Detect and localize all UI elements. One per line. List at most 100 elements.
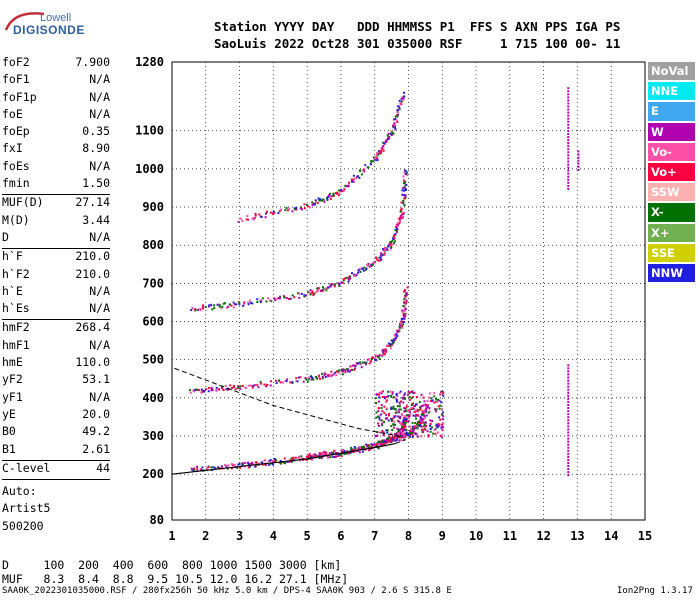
y-tick-label: 600: [142, 315, 164, 329]
spread-point: [385, 396, 388, 399]
trace-point: [403, 305, 406, 308]
trace-point: [396, 109, 399, 112]
trace-point: [373, 357, 376, 360]
extra-point: [567, 458, 570, 461]
muf-row: MUF 8.3 8.4 8.8 9.5 10.5 12.0 16.2 27.1 …: [2, 572, 349, 586]
trace-point: [383, 142, 386, 145]
param-value: 3.44: [82, 212, 110, 227]
trace-point: [361, 267, 364, 270]
trace-point: [207, 305, 210, 308]
extra-point: [567, 123, 570, 126]
trace-point: [381, 439, 384, 442]
trace-point: [366, 445, 369, 448]
trace-point: [215, 386, 218, 389]
spread-point: [392, 417, 395, 420]
spread-point: [377, 422, 380, 425]
footer-filename: SAA0K_2022301035000.RSF / 280fx256h 50 k…: [2, 586, 452, 596]
spread-point: [378, 424, 381, 427]
trace-point: [418, 418, 421, 421]
trace-point: [278, 379, 281, 382]
trace-point: [399, 214, 402, 217]
spread-point: [429, 419, 432, 422]
param-value: N/A: [89, 106, 110, 121]
trace-point: [402, 179, 405, 182]
trace-point: [321, 453, 324, 456]
spread-point: [402, 419, 405, 422]
trace-point: [310, 376, 313, 379]
param-row: hmF2 268.4: [2, 320, 110, 337]
spread-point: [435, 408, 438, 411]
trace-point: [352, 364, 355, 367]
trace-point: [230, 467, 233, 470]
spread-point: [408, 435, 411, 438]
trace-point: [392, 242, 395, 245]
extra-point: [577, 153, 580, 156]
spread-point: [415, 409, 418, 412]
legend-item: Vo-: [648, 142, 695, 161]
trace-point: [353, 177, 356, 180]
trace-point: [247, 218, 250, 221]
trace-point: [416, 425, 419, 428]
trace-point: [211, 308, 214, 311]
trace-point: [389, 344, 392, 347]
trace-point: [284, 379, 287, 382]
extra-point: [567, 154, 570, 157]
trace-point: [412, 430, 415, 433]
trace-point: [195, 388, 198, 391]
trace-point: [403, 290, 406, 293]
trace-point: [231, 387, 234, 390]
trace-point: [321, 377, 324, 380]
spread-point: [408, 392, 411, 395]
trace-point: [304, 376, 307, 379]
trace-0: [190, 414, 409, 473]
trace-point: [401, 421, 404, 424]
trace-point: [210, 466, 213, 469]
trace-point: [309, 293, 312, 296]
extra-point: [567, 449, 570, 452]
spread-point: [441, 390, 444, 393]
trace-point: [359, 169, 362, 172]
trace-point: [373, 443, 376, 446]
trace-point: [207, 390, 210, 393]
trace-point: [391, 339, 394, 342]
trace-point: [252, 384, 255, 387]
trace-point: [384, 140, 387, 143]
spread-point: [421, 428, 424, 431]
spread-point: [390, 395, 393, 398]
trace-point: [402, 175, 405, 178]
trace-point: [326, 198, 329, 201]
spread-point: [407, 415, 410, 418]
trace-point: [325, 289, 328, 292]
trace-point: [258, 462, 261, 465]
spread-point: [404, 418, 407, 421]
trace-point: [330, 370, 333, 373]
trace-point: [375, 354, 378, 357]
trace-point: [366, 264, 369, 267]
extra-point: [567, 151, 570, 154]
extra-point: [567, 382, 570, 385]
trace-point: [227, 305, 230, 308]
trace-point: [391, 131, 394, 134]
trace-point: [401, 320, 404, 323]
chart-axes: 1 2 3 4 5 6 7 8 9 10 11 12 13 14 158020030040050060070…: [135, 55, 652, 543]
spread-point: [398, 420, 401, 423]
trace-point: [398, 218, 401, 221]
legend-item: X+: [648, 223, 695, 242]
trace-point: [239, 217, 242, 220]
param-value: 210.0: [75, 249, 110, 264]
spread-point: [375, 393, 378, 396]
spread-point: [429, 424, 432, 427]
trace-point: [370, 160, 373, 163]
trace-point: [296, 292, 299, 295]
trace-point: [383, 254, 386, 257]
trace-point: [401, 96, 404, 99]
spread-point: [411, 390, 414, 393]
param-row: hmE 110.0: [2, 355, 110, 372]
trace-point: [391, 239, 394, 242]
trace-point: [400, 436, 403, 439]
trace-point: [267, 297, 270, 300]
trace-point: [272, 213, 275, 216]
spread-point: [416, 435, 419, 438]
trace-point: [194, 389, 197, 392]
spread-point: [428, 392, 431, 395]
